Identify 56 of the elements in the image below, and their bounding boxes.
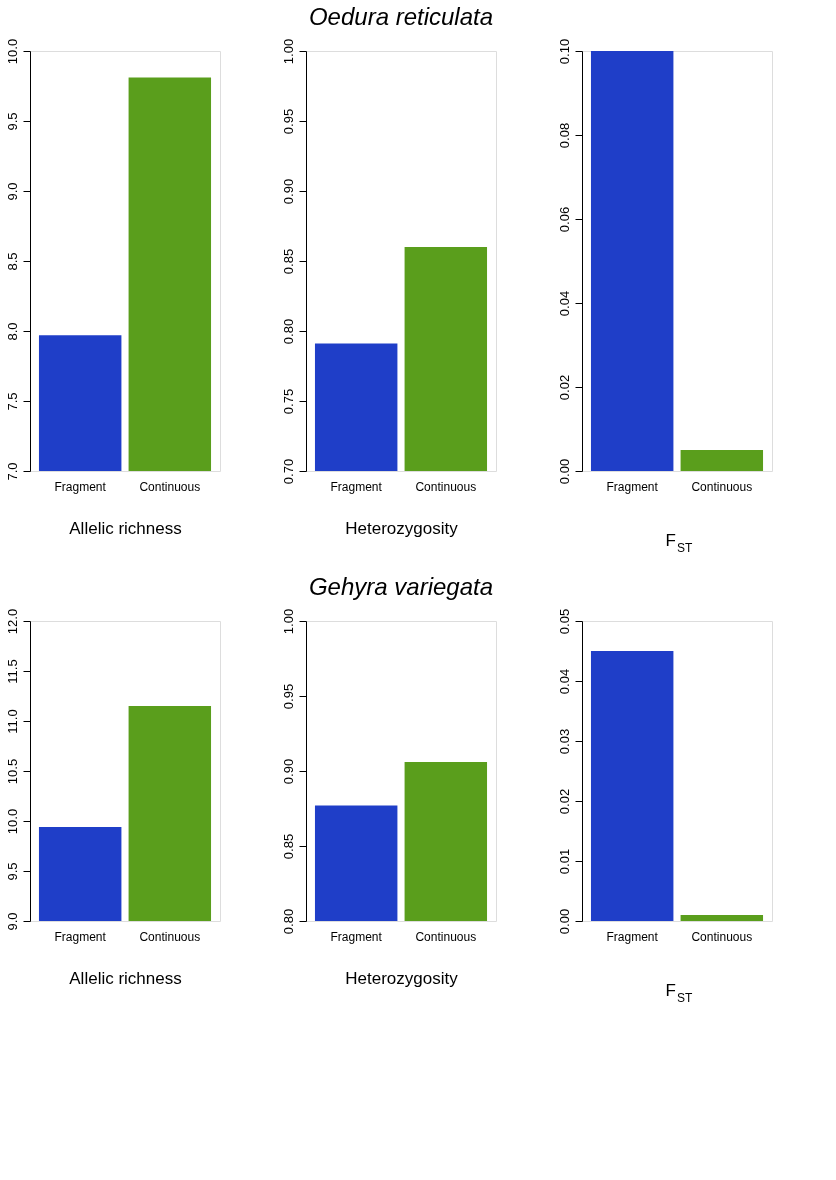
x-axis-title: Allelic richness [69,968,182,988]
y-tick-label: 10.0 [4,38,20,65]
y-tick-label: 0.00 [556,908,572,935]
y-tick-label: 0.95 [280,683,296,710]
y-tick-label: 0.01 [556,848,572,875]
x-tick-label: Continuous [691,929,753,944]
y-tick-label: 0.04 [556,290,572,317]
x-tick-label: Continuous [415,929,477,944]
y-tick-label: 11.5 [4,659,20,684]
y-tick-label: 0.10 [556,38,572,65]
y-tick-label: 11.0 [4,709,20,734]
x-tick-label: Continuous [139,929,201,944]
chart-title: Gehyra variegata [308,573,494,601]
x-tick-label: Fragment [606,479,659,494]
y-tick-label: 0.05 [556,608,572,635]
chart-title: Oedura reticulata [308,3,494,31]
y-tick-label: 0.90 [280,758,296,785]
x-tick-label: Continuous [691,479,753,494]
y-tick-label: 9.0 [4,912,20,931]
x-tick-label: Fragment [54,479,107,494]
x-tick-label: Fragment [606,929,659,944]
y-tick-label: 10.5 [4,758,20,785]
y-tick-label: 0.04 [556,668,572,695]
y-tick-label: 0.80 [280,318,296,345]
y-tick-label: 9.5 [4,112,20,131]
y-tick-label: 10.0 [4,808,20,835]
x-tick-label: Continuous [415,479,477,494]
y-tick-label: 12.0 [4,608,20,635]
y-tick-label: 0.00 [556,458,572,485]
x-tick-label: Fragment [54,929,107,944]
y-tick-label: 0.02 [556,788,572,815]
y-tick-label: 1.00 [280,608,296,635]
y-tick-label: 0.06 [556,206,572,233]
x-tick-label: Fragment [330,929,383,944]
y-tick-label: 7.0 [4,462,20,481]
y-tick-label: 8.0 [4,322,20,341]
y-tick-label: 8.5 [4,252,20,271]
y-tick-label: 0.03 [556,728,572,755]
y-tick-label: 7.5 [4,392,20,411]
y-tick-label: 0.75 [280,388,296,415]
y-tick-label: 0.85 [280,248,296,275]
y-tick-label: 0.70 [280,458,296,485]
x-tick-label: Fragment [330,479,383,494]
x-axis-title: Heterozygosity [345,968,459,988]
y-tick-label: 9.0 [4,182,20,201]
y-tick-label: 0.85 [280,833,296,860]
y-tick-label: 9.5 [4,862,20,881]
x-axis-title: Allelic richness [69,518,182,538]
y-tick-label: 0.80 [280,908,296,935]
y-tick-label: 0.95 [280,108,296,135]
y-tick-label: 0.02 [556,374,572,401]
y-tick-label: 0.08 [556,122,572,149]
x-axis-title: Heterozygosity [345,518,459,538]
x-tick-label: Continuous [139,479,201,494]
y-tick-label: 0.90 [280,178,296,205]
y-tick-label: 1.00 [280,38,296,65]
